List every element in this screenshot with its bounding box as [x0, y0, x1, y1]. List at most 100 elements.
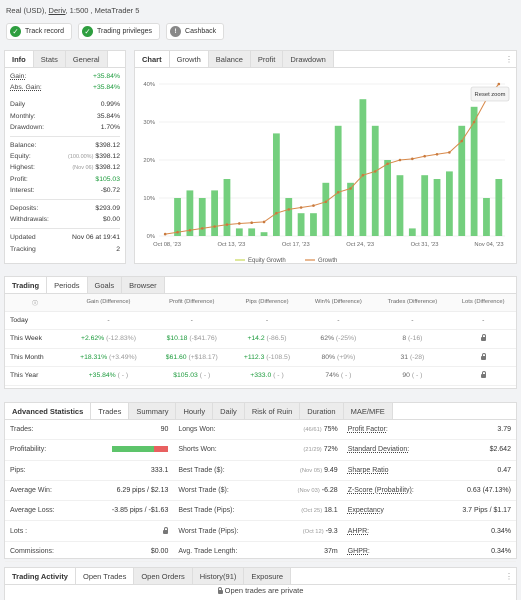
stat-value-group: $2.642: [490, 446, 511, 453]
growth-bar: [310, 213, 317, 236]
cell-difference: (+$18.17): [188, 353, 218, 361]
stat-cell: Average Win: 6.29 pips / $2.13: [5, 481, 173, 500]
info-label: Gain:: [10, 73, 27, 81]
activity-tabs: Trading Activity Open Trades Open Orders…: [5, 568, 516, 585]
table-row: This Month +18.31% (+3.49%) $61.60 (+$18.1…: [5, 348, 516, 367]
tab-trading-activity[interactable]: Trading Activity: [5, 568, 76, 584]
info-list: Gain: +35.84% Abs. Gain: +35.84% Daily 0.99% M…: [5, 68, 125, 255]
stat-label: Profit Factor:: [347, 426, 388, 434]
growth-point: [299, 206, 303, 209]
stat-label: Standard Deviation:: [347, 446, 410, 454]
cell-difference: (-$41.76): [189, 335, 217, 343]
tab-daily[interactable]: Daily: [213, 403, 245, 419]
reset-zoom-button[interactable]: [470, 86, 510, 102]
info-label: Withdrawals:: [10, 216, 49, 224]
tab-profit[interactable]: Profit: [250, 51, 284, 67]
tab-growth[interactable]: Growth: [169, 51, 209, 67]
cashback-badge[interactable]: ! Cashback: [166, 23, 225, 40]
table-cell: +14.2 (-86.5): [231, 329, 303, 349]
stat-label: Best Trade ($):: [178, 466, 225, 474]
tab-mae-mfe[interactable]: MAE/MFE: [343, 403, 393, 419]
growth-point: [386, 162, 389, 166]
tab-risk-of-ruin[interactable]: Risk of Ruin: [244, 403, 301, 419]
growth-point: [448, 151, 451, 154]
track-record-badge[interactable]: ✓ Track record: [6, 23, 73, 40]
cell-difference: (-25%): [335, 335, 357, 343]
legend-label[interactable]: Equity Growth: [248, 258, 286, 264]
badge-label: Cashback: [185, 28, 217, 35]
info-row: Profit: $105.03: [10, 174, 120, 185]
trading-privileges-badge[interactable]: ✓ Trading privileges: [78, 23, 161, 40]
growth-point: [324, 200, 328, 204]
info-value: $105.03: [95, 175, 120, 183]
tab-summary[interactable]: Summary: [129, 403, 177, 419]
tab-history[interactable]: History(91): [192, 568, 245, 584]
period-label: This Week: [5, 329, 65, 349]
tab-hourly[interactable]: Hourly: [176, 403, 214, 419]
growth-bar: [433, 179, 441, 236]
stat-label: Worst Trade (Pips):: [178, 527, 239, 535]
stat-cell: Z-Score (Probability): 0.63 (47.13%): [343, 481, 516, 500]
tab-stats[interactable]: Stats: [33, 51, 66, 67]
divider: [10, 135, 120, 137]
cell-difference: ( - ): [340, 372, 352, 380]
info-icon[interactable]: ⓘ: [5, 294, 65, 312]
stat-value-group: -3.85 pips / -$1.63: [112, 507, 168, 514]
advanced-tabs: Advanced Statistics Trades Summary Hourl…: [5, 403, 516, 420]
table-row: This Week +2.62% (-12.83%) $10.18 (-$41.76…: [5, 329, 516, 349]
info-value-group: (100.00%) $398.12: [68, 153, 120, 160]
badge-row: ✓ Track record ✓ Trading privileges ! Ca…: [6, 23, 225, 40]
menu-icon[interactable]: ⋮: [505, 571, 513, 581]
growth-point: [361, 173, 365, 177]
info-tabs: Info Stats General: [5, 51, 125, 68]
table-cell: 8 (-16): [374, 329, 451, 349]
tab-browser[interactable]: Browser: [122, 277, 165, 293]
stat-value: 37m: [324, 547, 338, 555]
cell-value: -: [482, 316, 485, 324]
broker-link[interactable]: Deriv: [48, 6, 66, 15]
tab-periods[interactable]: Periods: [47, 277, 88, 293]
trading-panel: Trading Periods Goals Browser ⓘ Gain (Di…: [4, 276, 517, 389]
tab-trades[interactable]: Trades: [91, 403, 130, 419]
info-value-group: $398.12: [95, 142, 120, 149]
table-cell: $10.18 (-$41.76): [151, 329, 232, 349]
table-row: This Year +35.84% ( - ) $105.03 ( - ) +333.…: [5, 366, 516, 386]
growth-point: [225, 223, 229, 226]
tab-info[interactable]: Info: [5, 51, 34, 67]
table-header-row: ⓘ Gain (Difference) Profit (Difference) …: [5, 294, 516, 312]
stat-label: GHPR:: [347, 547, 370, 555]
tab-chart[interactable]: Chart: [135, 51, 170, 67]
lock-icon: [217, 587, 223, 594]
info-label: Monthly:: [10, 112, 36, 120]
stat-value: 3.7 Pips / $1.17: [462, 507, 511, 515]
tab-trading[interactable]: Trading: [5, 277, 48, 293]
info-value: 0.99%: [100, 101, 120, 109]
tab-open-trades[interactable]: Open Trades: [75, 568, 135, 584]
stat-label: Worst Trade ($):: [178, 487, 229, 495]
reset-zoom-label[interactable]: Reset zoom: [475, 92, 506, 98]
info-label: Profit:: [10, 175, 28, 183]
tab-duration[interactable]: Duration: [300, 403, 344, 419]
y-tick-label: 0%: [147, 234, 155, 240]
tab-exposure[interactable]: Exposure: [244, 568, 292, 584]
tab-balance[interactable]: Balance: [208, 51, 251, 67]
info-row: Abs. Gain: +35.84%: [10, 82, 120, 93]
table-cell: [450, 329, 516, 349]
stat-value-group: 0.47: [497, 467, 511, 474]
tab-goals[interactable]: Goals: [87, 277, 123, 293]
tab-drawdown[interactable]: Drawdown: [283, 51, 334, 67]
table-cell: -: [231, 311, 303, 330]
stat-value-group: (46/61) 75%: [303, 426, 337, 433]
cell-difference: (-16): [408, 335, 423, 343]
table-cell: 74% ( - ): [302, 366, 375, 386]
stat-cell: Average Loss: -3.85 pips / -$1.63: [5, 501, 173, 520]
legend-label[interactable]: Growth: [318, 258, 337, 264]
stat-value-group: 6.29 pips / $2.13: [117, 487, 169, 494]
tab-advanced-statistics[interactable]: Advanced Statistics: [5, 403, 92, 419]
menu-icon[interactable]: ⋮: [505, 54, 513, 64]
stat-value-group: (Oct 25) 18.1: [301, 507, 338, 514]
tab-open-orders[interactable]: Open Orders: [134, 568, 193, 584]
column-header: Gain (Difference): [65, 294, 152, 312]
tab-general[interactable]: General: [65, 51, 108, 67]
info-row: Withdrawals: $0.00: [10, 214, 120, 225]
